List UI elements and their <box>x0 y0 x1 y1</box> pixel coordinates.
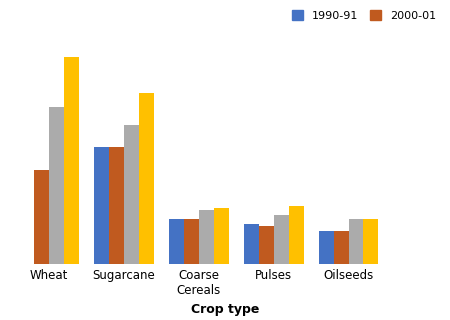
Bar <box>348 220 364 264</box>
Bar <box>184 220 199 264</box>
Bar <box>64 57 79 264</box>
Bar <box>274 215 288 264</box>
Bar <box>139 93 154 264</box>
Bar <box>259 226 274 264</box>
Bar <box>364 220 378 264</box>
Bar <box>109 148 124 264</box>
Bar <box>124 125 139 264</box>
Bar <box>333 231 348 264</box>
Bar <box>199 211 214 264</box>
Bar <box>319 231 333 264</box>
Bar <box>244 224 259 264</box>
Bar <box>288 206 304 264</box>
Bar <box>49 107 64 264</box>
Bar <box>34 170 49 264</box>
X-axis label: Crop type: Crop type <box>191 303 259 316</box>
Bar <box>169 220 184 264</box>
Bar <box>94 148 109 264</box>
Legend: 1990-91, 2000-01: 1990-91, 2000-01 <box>288 5 440 25</box>
Bar <box>214 208 229 264</box>
